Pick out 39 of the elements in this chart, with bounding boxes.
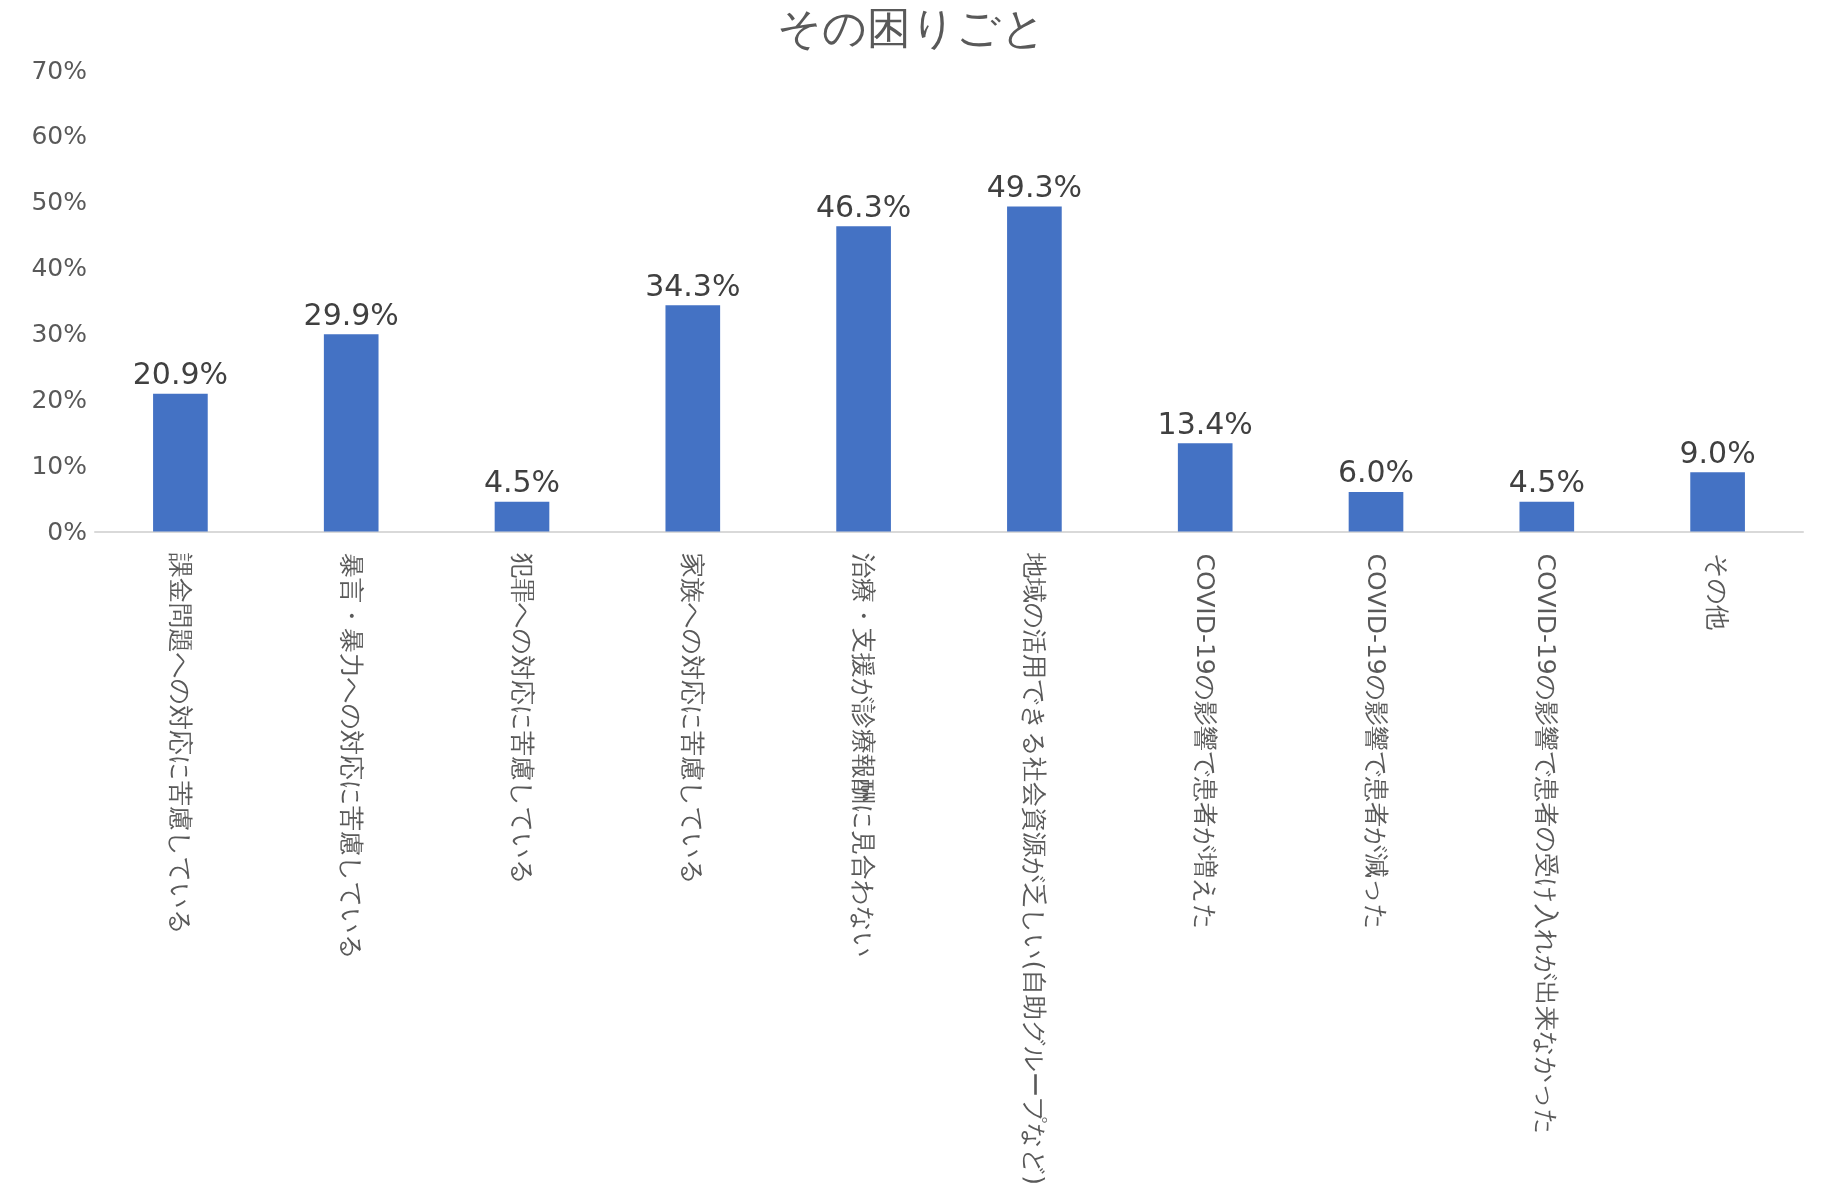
y-tick-label: 40%	[31, 253, 87, 283]
data-label: 34.3%	[645, 267, 741, 303]
bar	[1519, 501, 1575, 532]
data-label: 20.9%	[132, 356, 229, 392]
y-tick-label: 50%	[31, 187, 87, 217]
data-label: 4.5%	[483, 464, 561, 500]
x-tick-label: COVID-19の影響で患者が減った	[1361, 553, 1391, 930]
bar	[836, 226, 891, 532]
x-tick-label: 暴言・暴力への対応に苦慮している	[336, 553, 366, 961]
data-label: 46.3%	[815, 188, 912, 224]
data-label: 29.9%	[303, 296, 399, 332]
x-tick-label: その他	[1703, 553, 1733, 631]
x-tick-label: COVID-19の影響で患者の受け入れが出来なかった	[1532, 553, 1562, 1135]
chart-title: その困りごと	[777, 1, 1046, 53]
data-label: 13.4%	[1157, 405, 1253, 441]
x-tick-label: 課金問題への対応に苦慮している	[165, 553, 195, 936]
y-tick-label: 0%	[47, 516, 87, 546]
x-tick-label: 治療・支援が診療報酬に見合わない	[849, 553, 879, 959]
x-tick-label: COVID-19の影響で患者が増えた	[1190, 553, 1220, 930]
data-label: 9.0%	[1679, 434, 1756, 470]
x-tick-label: 犯罪への対応に苦慮している	[507, 553, 537, 886]
bar	[153, 393, 208, 532]
bar	[665, 305, 721, 532]
y-tick-label: 30%	[31, 319, 87, 349]
bar	[494, 501, 550, 532]
data-label: 4.5%	[1508, 464, 1585, 500]
x-tick-label: 家族への対応に苦慮している	[678, 553, 708, 886]
data-label: 49.3%	[986, 168, 1083, 204]
x-tick-label: 地域の活用できる社会資源が乏しい(自助グループなど)	[1019, 552, 1049, 1186]
bar	[1690, 472, 1745, 532]
y-tick-label: 60%	[31, 121, 87, 151]
data-label: 6.0%	[1337, 454, 1415, 490]
y-tick-label: 10%	[31, 451, 87, 481]
bar	[1177, 443, 1233, 532]
y-tick-label: 70%	[31, 55, 87, 85]
bar	[1007, 206, 1062, 532]
bar	[323, 334, 379, 532]
bar	[1348, 491, 1404, 532]
y-tick-label: 20%	[31, 385, 87, 415]
